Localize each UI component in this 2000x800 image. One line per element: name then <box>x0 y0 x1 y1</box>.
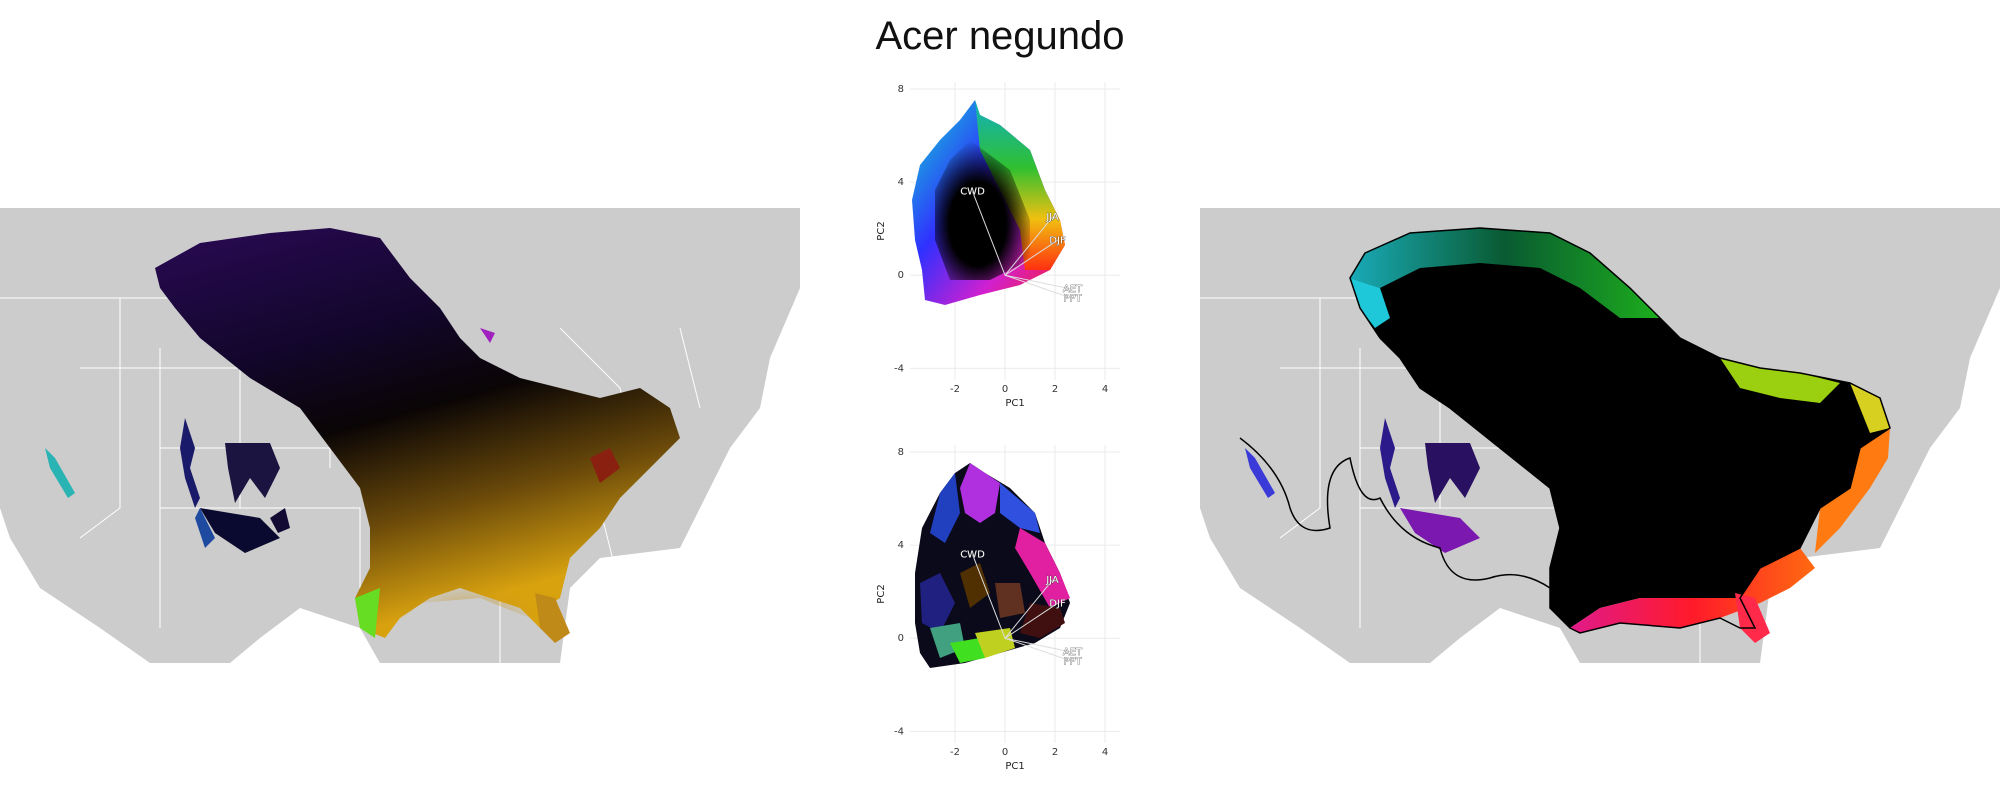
loading-label: PPT <box>1063 657 1082 668</box>
loading-label: JJA <box>1045 212 1059 223</box>
loading-label: DJF <box>1049 235 1066 246</box>
loading-label: CWD <box>960 549 985 560</box>
pca-point-cloud <box>915 463 1070 668</box>
loading-vector <box>1004 239 1058 276</box>
y-tick-label: 8 <box>898 84 904 95</box>
x-tick-label: 4 <box>1102 384 1108 395</box>
y-axis-title: PC2 <box>876 221 887 240</box>
loading-vector <box>1004 216 1053 276</box>
y-tick-label: 0 <box>898 633 904 644</box>
loading-vector <box>972 191 1006 276</box>
x-axis-title: PC1 <box>1005 398 1024 409</box>
loading-label: DJF <box>1049 598 1066 609</box>
loading-vector <box>1004 579 1053 639</box>
x-tick-label: 0 <box>1002 384 1008 395</box>
loading-label: AET <box>1063 284 1083 295</box>
x-axis-title: PC1 <box>1005 761 1024 772</box>
loading-label: PPT <box>1063 294 1082 305</box>
figure-title: Acer negundo <box>875 14 1125 58</box>
left-range-map <box>0 208 800 663</box>
pca-axes: -2 0 2 4 8 4 0 -4 PC1 PC2 <box>876 84 1108 409</box>
x-tick-label: 2 <box>1052 747 1058 758</box>
range-distribution <box>45 228 680 643</box>
loading-label: AET <box>1063 647 1083 658</box>
loading-vector <box>1004 602 1058 639</box>
x-tick-label: -2 <box>950 384 960 395</box>
loading-label: CWD <box>960 186 985 197</box>
loading-vector <box>1004 637 1073 662</box>
y-tick-label: -4 <box>894 363 904 374</box>
y-axis-title: PC2 <box>876 584 887 603</box>
pca-axes: -2 0 2 4 8 4 0 -4 PC1 PC2 <box>876 447 1108 772</box>
range-distribution <box>1245 228 1890 643</box>
y-tick-label: 4 <box>898 177 904 188</box>
y-tick-label: 8 <box>898 447 904 458</box>
loading-vector <box>1004 637 1073 653</box>
range-outline <box>1239 227 1891 634</box>
x-tick-label: -2 <box>950 747 960 758</box>
loading-label: JJA <box>1045 575 1059 586</box>
pca-point-cloud <box>912 100 1065 305</box>
x-tick-label: 2 <box>1052 384 1058 395</box>
loading-vector <box>1004 274 1073 290</box>
right-range-map <box>1200 208 2000 663</box>
loading-vector <box>972 554 1006 639</box>
y-tick-label: 4 <box>898 540 904 551</box>
y-tick-label: 0 <box>898 270 904 281</box>
y-tick-label: -4 <box>894 726 904 737</box>
x-tick-label: 4 <box>1102 747 1108 758</box>
loading-vector <box>1004 274 1073 299</box>
x-tick-label: 0 <box>1002 747 1008 758</box>
